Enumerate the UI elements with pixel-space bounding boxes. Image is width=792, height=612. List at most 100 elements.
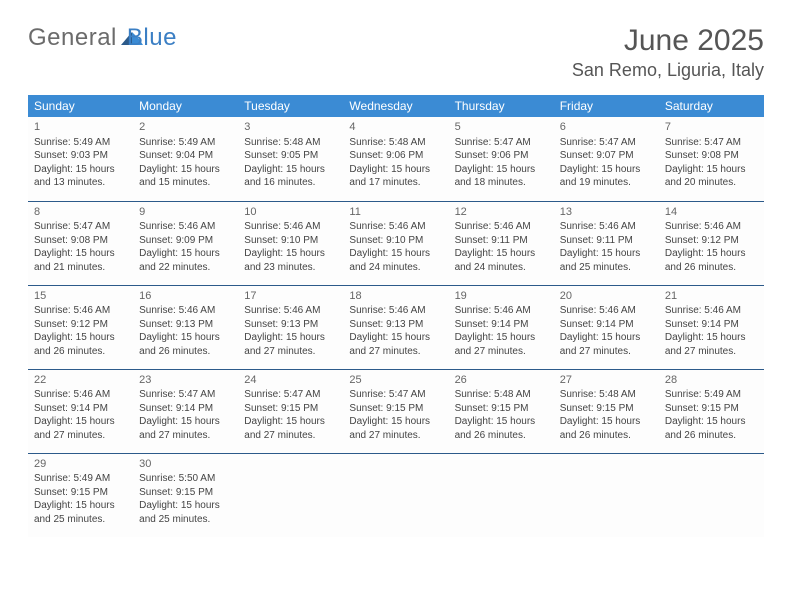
day-details: Sunrise: 5:46 AMSunset: 9:12 PMDaylight:… (34, 304, 127, 358)
day-number: 22 (34, 373, 127, 388)
day-details: Sunrise: 5:49 AMSunset: 9:03 PMDaylight:… (34, 136, 127, 190)
calendar-cell: 29Sunrise: 5:49 AMSunset: 9:15 PMDayligh… (28, 453, 133, 537)
day-details: Sunrise: 5:46 AMSunset: 9:10 PMDaylight:… (244, 220, 337, 274)
calendar-cell: 21Sunrise: 5:46 AMSunset: 9:14 PMDayligh… (659, 285, 764, 369)
day-details: Sunrise: 5:49 AMSunset: 9:15 PMDaylight:… (34, 472, 127, 526)
day-number: 19 (455, 289, 548, 304)
day-details: Sunrise: 5:46 AMSunset: 9:14 PMDaylight:… (455, 304, 548, 358)
day-details: Sunrise: 5:46 AMSunset: 9:14 PMDaylight:… (560, 304, 653, 358)
calendar-row: 29Sunrise: 5:49 AMSunset: 9:15 PMDayligh… (28, 453, 764, 537)
day-number: 27 (560, 373, 653, 388)
calendar-cell: 24Sunrise: 5:47 AMSunset: 9:15 PMDayligh… (238, 369, 343, 453)
calendar-cell: 14Sunrise: 5:46 AMSunset: 9:12 PMDayligh… (659, 201, 764, 285)
weekday-header: Thursday (449, 95, 554, 117)
calendar-cell: 27Sunrise: 5:48 AMSunset: 9:15 PMDayligh… (554, 369, 659, 453)
calendar-cell: 17Sunrise: 5:46 AMSunset: 9:13 PMDayligh… (238, 285, 343, 369)
calendar-cell: 22Sunrise: 5:46 AMSunset: 9:14 PMDayligh… (28, 369, 133, 453)
day-number: 14 (665, 205, 758, 220)
day-details: Sunrise: 5:47 AMSunset: 9:06 PMDaylight:… (455, 136, 548, 190)
day-number: 23 (139, 373, 232, 388)
day-details: Sunrise: 5:46 AMSunset: 9:14 PMDaylight:… (665, 304, 758, 358)
calendar-cell: 4Sunrise: 5:48 AMSunset: 9:06 PMDaylight… (343, 117, 448, 201)
weekday-header: Friday (554, 95, 659, 117)
day-number: 15 (34, 289, 127, 304)
day-number: 6 (560, 120, 653, 135)
day-details: Sunrise: 5:47 AMSunset: 9:08 PMDaylight:… (665, 136, 758, 190)
day-details: Sunrise: 5:50 AMSunset: 9:15 PMDaylight:… (139, 472, 232, 526)
calendar-row: 8Sunrise: 5:47 AMSunset: 9:08 PMDaylight… (28, 201, 764, 285)
logo: General Blue (28, 24, 177, 52)
calendar-row: 15Sunrise: 5:46 AMSunset: 9:12 PMDayligh… (28, 285, 764, 369)
day-details: Sunrise: 5:46 AMSunset: 9:12 PMDaylight:… (665, 220, 758, 274)
calendar-cell: 8Sunrise: 5:47 AMSunset: 9:08 PMDaylight… (28, 201, 133, 285)
day-number: 11 (349, 205, 442, 220)
day-details: Sunrise: 5:46 AMSunset: 9:10 PMDaylight:… (349, 220, 442, 274)
day-details: Sunrise: 5:49 AMSunset: 9:04 PMDaylight:… (139, 136, 232, 190)
calendar-cell: 26Sunrise: 5:48 AMSunset: 9:15 PMDayligh… (449, 369, 554, 453)
day-number: 12 (455, 205, 548, 220)
day-details: Sunrise: 5:48 AMSunset: 9:15 PMDaylight:… (455, 388, 548, 442)
calendar-cell: 2Sunrise: 5:49 AMSunset: 9:04 PMDaylight… (133, 117, 238, 201)
calendar-cell: 11Sunrise: 5:46 AMSunset: 9:10 PMDayligh… (343, 201, 448, 285)
day-details: Sunrise: 5:46 AMSunset: 9:14 PMDaylight:… (34, 388, 127, 442)
calendar-cell: 30Sunrise: 5:50 AMSunset: 9:15 PMDayligh… (133, 453, 238, 537)
day-number: 2 (139, 120, 232, 135)
day-details: Sunrise: 5:46 AMSunset: 9:11 PMDaylight:… (560, 220, 653, 274)
day-details: Sunrise: 5:47 AMSunset: 9:15 PMDaylight:… (349, 388, 442, 442)
calendar-cell: 23Sunrise: 5:47 AMSunset: 9:14 PMDayligh… (133, 369, 238, 453)
day-number: 10 (244, 205, 337, 220)
calendar-cell: 16Sunrise: 5:46 AMSunset: 9:13 PMDayligh… (133, 285, 238, 369)
calendar-cell: 13Sunrise: 5:46 AMSunset: 9:11 PMDayligh… (554, 201, 659, 285)
calendar-cell: 12Sunrise: 5:46 AMSunset: 9:11 PMDayligh… (449, 201, 554, 285)
calendar-head: Sunday Monday Tuesday Wednesday Thursday… (28, 95, 764, 117)
day-number: 3 (244, 120, 337, 135)
title-block: June 2025 San Remo, Liguria, Italy (572, 24, 764, 81)
day-details: Sunrise: 5:47 AMSunset: 9:07 PMDaylight:… (560, 136, 653, 190)
day-number: 8 (34, 205, 127, 220)
day-number: 7 (665, 120, 758, 135)
day-number: 28 (665, 373, 758, 388)
day-details: Sunrise: 5:47 AMSunset: 9:15 PMDaylight:… (244, 388, 337, 442)
day-details: Sunrise: 5:46 AMSunset: 9:09 PMDaylight:… (139, 220, 232, 274)
day-number: 1 (34, 120, 127, 135)
day-details: Sunrise: 5:48 AMSunset: 9:05 PMDaylight:… (244, 136, 337, 190)
logo-text-blue: Blue (127, 24, 177, 52)
calendar-row: 22Sunrise: 5:46 AMSunset: 9:14 PMDayligh… (28, 369, 764, 453)
day-details: Sunrise: 5:48 AMSunset: 9:06 PMDaylight:… (349, 136, 442, 190)
calendar-cell (449, 453, 554, 537)
calendar-cell: 6Sunrise: 5:47 AMSunset: 9:07 PMDaylight… (554, 117, 659, 201)
weekday-header: Saturday (659, 95, 764, 117)
day-number: 29 (34, 457, 127, 472)
calendar-cell (343, 453, 448, 537)
day-number: 26 (455, 373, 548, 388)
day-number: 5 (455, 120, 548, 135)
day-number: 18 (349, 289, 442, 304)
day-number: 4 (349, 120, 442, 135)
calendar-cell: 28Sunrise: 5:49 AMSunset: 9:15 PMDayligh… (659, 369, 764, 453)
calendar-table: Sunday Monday Tuesday Wednesday Thursday… (28, 95, 764, 537)
calendar-cell: 25Sunrise: 5:47 AMSunset: 9:15 PMDayligh… (343, 369, 448, 453)
day-number: 20 (560, 289, 653, 304)
day-number: 21 (665, 289, 758, 304)
day-number: 30 (139, 457, 232, 472)
calendar-cell: 20Sunrise: 5:46 AMSunset: 9:14 PMDayligh… (554, 285, 659, 369)
day-details: Sunrise: 5:46 AMSunset: 9:13 PMDaylight:… (244, 304, 337, 358)
day-details: Sunrise: 5:47 AMSunset: 9:08 PMDaylight:… (34, 220, 127, 274)
weekday-header: Monday (133, 95, 238, 117)
location: San Remo, Liguria, Italy (572, 60, 764, 81)
day-number: 24 (244, 373, 337, 388)
calendar-cell: 18Sunrise: 5:46 AMSunset: 9:13 PMDayligh… (343, 285, 448, 369)
calendar-cell: 10Sunrise: 5:46 AMSunset: 9:10 PMDayligh… (238, 201, 343, 285)
day-details: Sunrise: 5:49 AMSunset: 9:15 PMDaylight:… (665, 388, 758, 442)
day-number: 9 (139, 205, 232, 220)
day-details: Sunrise: 5:46 AMSunset: 9:11 PMDaylight:… (455, 220, 548, 274)
day-number: 13 (560, 205, 653, 220)
calendar-cell: 1Sunrise: 5:49 AMSunset: 9:03 PMDaylight… (28, 117, 133, 201)
weekday-header: Tuesday (238, 95, 343, 117)
header: General Blue June 2025 San Remo, Liguria… (28, 24, 764, 81)
day-details: Sunrise: 5:46 AMSunset: 9:13 PMDaylight:… (139, 304, 232, 358)
calendar-cell (238, 453, 343, 537)
day-details: Sunrise: 5:48 AMSunset: 9:15 PMDaylight:… (560, 388, 653, 442)
calendar-cell: 7Sunrise: 5:47 AMSunset: 9:08 PMDaylight… (659, 117, 764, 201)
calendar-body: 1Sunrise: 5:49 AMSunset: 9:03 PMDaylight… (28, 117, 764, 537)
